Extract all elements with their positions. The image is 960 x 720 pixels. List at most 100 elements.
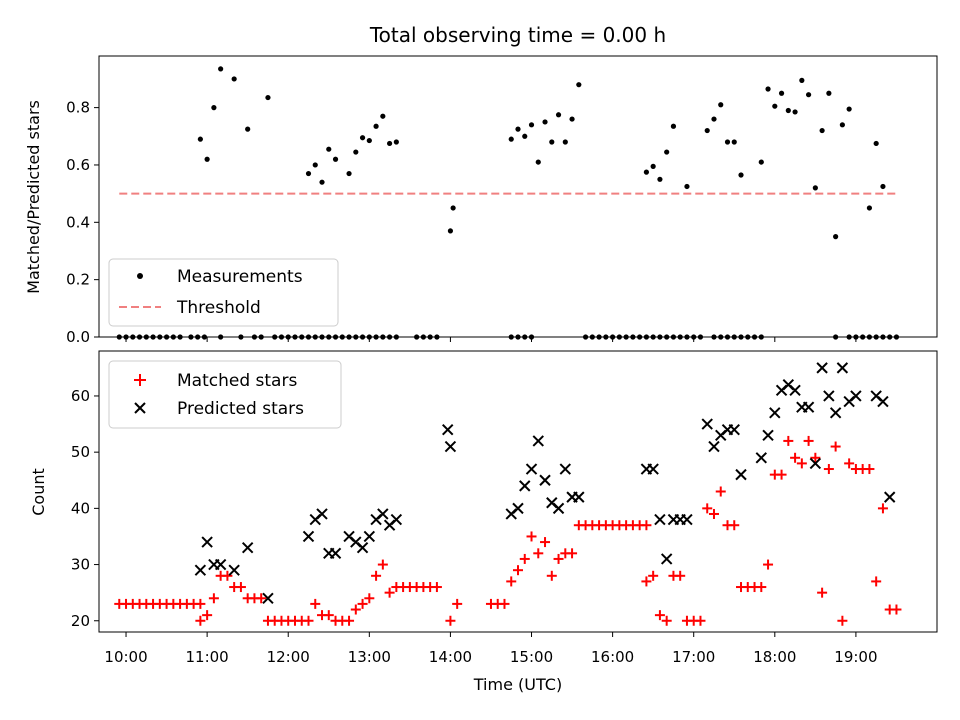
x-tick-label: 12:00 [267, 648, 310, 666]
ratio-plot-frame [98, 55, 938, 338]
predicted-stars-point [201, 536, 213, 548]
measurement-point [805, 92, 812, 98]
predicted-stars-point [442, 423, 454, 436]
matched-stars-point [695, 615, 706, 626]
matched-stars-point [357, 598, 368, 609]
count-legend: Matched stars Predicted stars [108, 360, 342, 429]
measurement-point [765, 86, 771, 92]
predicted-stars-point [444, 440, 457, 453]
predicted-stars-point [660, 553, 673, 565]
matched-stars-point [202, 610, 213, 621]
count-y-axis-label: Count [29, 468, 48, 516]
measurement-point [535, 159, 541, 165]
matched-stars-point [371, 570, 382, 581]
predicted-stars-point [241, 541, 254, 554]
ratio-panel: Total observing time = 0.00 h 0.0 0.2 0.4 0… [24, 23, 938, 346]
predicted-stars-point [823, 390, 835, 402]
x-tick-label: 13:00 [348, 648, 391, 666]
measurement-point [724, 139, 731, 145]
measurement-point [366, 137, 372, 144]
legend-matched-marker [134, 374, 146, 386]
matched-stars-point [715, 486, 726, 497]
measurement-point [792, 109, 798, 115]
matched-stars-point [526, 531, 537, 542]
measurement-point [778, 90, 785, 96]
measurement-point [528, 122, 535, 128]
legend-predicted-marker [134, 402, 146, 414]
predicted-stars-point [701, 418, 713, 430]
measurement-point [549, 139, 555, 145]
measurement-point [265, 94, 271, 101]
y-tick-label: 0.6 [66, 156, 90, 174]
matched-stars-point [567, 548, 578, 559]
predicted-stars-point [363, 530, 376, 543]
matched-stars-point [377, 559, 388, 570]
matched-stars-point [654, 610, 665, 621]
matched-stars-point [310, 598, 321, 609]
predicted-stars-point [573, 491, 585, 503]
time-x-ticks: 10:00 11:00 12:00 13:00 14:00 15:00 16:00 17:00… [104, 648, 877, 666]
matched-stars-point [323, 610, 334, 621]
predicted-stars-point [214, 558, 227, 571]
measurement-point [353, 149, 359, 155]
matched-stars-point [195, 615, 206, 626]
matched-stars-point [871, 576, 882, 587]
predicted-stars-point [769, 407, 781, 419]
measurement-point [799, 77, 805, 83]
x-tick-label: 17:00 [672, 648, 715, 666]
matched-stars-point [506, 576, 517, 587]
matched-stars-point [708, 508, 719, 519]
matched-stars-point [533, 548, 544, 559]
legend-measurements-label: Measurements [177, 267, 303, 287]
measurement-point [711, 116, 717, 122]
y-tick-label: 60 [71, 387, 90, 405]
matched-stars-point [790, 452, 801, 463]
predicted-stars-point [377, 508, 389, 520]
matched-stars-point [864, 464, 875, 475]
x-axis-label: Time (UTC) [473, 675, 562, 694]
matched-stars-point [702, 503, 713, 514]
predicted-stars-point [512, 502, 524, 515]
matched-stars-point [256, 593, 267, 604]
measurement-point [231, 76, 237, 82]
chart-title: Total observing time = 0.00 h [369, 23, 666, 47]
y-tick-label: 0.0 [66, 328, 90, 346]
measurement-point [657, 176, 663, 182]
ratio-y-ticks: 0.0 0.2 0.4 0.6 0.8 [66, 99, 857, 346]
measurement-point [643, 169, 650, 175]
measurement-point [380, 113, 386, 119]
matched-stars-point [729, 520, 740, 531]
y-tick-label: 0.4 [66, 213, 90, 231]
matched-stars-point [844, 458, 855, 469]
matched-stars-point [499, 598, 510, 609]
predicted-stars-point [789, 384, 801, 397]
measurement-point [555, 112, 562, 118]
ratio-legend-box [108, 258, 339, 327]
x-tick-label: 10:00 [104, 648, 147, 666]
matched-stars-point [837, 615, 848, 626]
predicted-stars-point [519, 480, 531, 492]
measurement-point [332, 156, 339, 162]
matched-stars-point [776, 469, 787, 480]
matched-stars-point [540, 537, 551, 548]
x-tick-label: 11:00 [186, 648, 229, 666]
measurement-point [758, 159, 764, 165]
measurement-point [684, 183, 690, 190]
measurement-point [508, 136, 514, 142]
measurement-point [245, 126, 251, 132]
matched-stars-point [364, 593, 375, 604]
measurement-point [718, 102, 724, 108]
matched-stars-point [641, 520, 652, 531]
matched-stars-point [513, 565, 523, 576]
predicted-stars-point [525, 463, 538, 475]
matched-stars-point [546, 570, 557, 581]
x-tick-label: 18:00 [753, 648, 796, 666]
matched-stars-point [344, 615, 355, 626]
measurement-point [650, 163, 656, 169]
count-y-ticks: 20 30 40 50 60 [71, 387, 857, 637]
matched-stars-point [803, 435, 814, 446]
predicted-stars-point [802, 401, 815, 413]
measurement-point [812, 185, 818, 191]
y-tick-label: 0.2 [66, 271, 90, 289]
predicted-stars-point [809, 457, 822, 470]
